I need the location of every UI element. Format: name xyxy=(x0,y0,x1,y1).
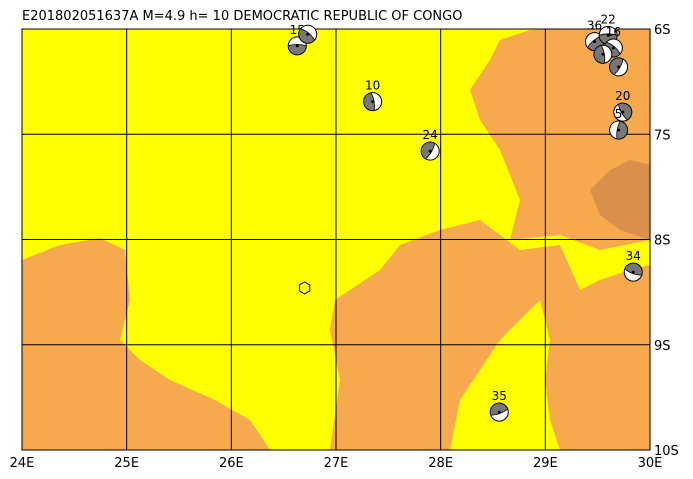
pressure-axis xyxy=(606,33,610,37)
pressure-axis xyxy=(631,270,635,274)
pressure-axis xyxy=(306,32,310,36)
focal-mechanism xyxy=(420,141,440,161)
lon-tick-label: 25E xyxy=(114,456,139,471)
pressure-axis xyxy=(593,40,597,44)
pressure-axis xyxy=(617,65,621,69)
lat-tick-label: 10S xyxy=(654,444,679,459)
compressional-quadrant xyxy=(298,27,316,44)
lon-tick-label: 24E xyxy=(10,456,35,471)
compressional-quadrant xyxy=(616,120,628,140)
compressional-quadrant xyxy=(420,141,436,160)
depth-label: 10 xyxy=(365,79,380,93)
pressure-axis xyxy=(621,110,625,114)
focal-mechanism xyxy=(593,44,613,64)
compressional-quadrant xyxy=(624,262,643,276)
lat-tick-label: 8S xyxy=(654,234,671,249)
pressure-axis xyxy=(617,128,621,132)
depth-label: 5 xyxy=(615,107,623,121)
map-title: E201802051637A M=4.9 h= 10 DEMOCRATIC RE… xyxy=(22,9,462,24)
map-frame xyxy=(21,28,651,451)
depth-label: 36 xyxy=(587,19,602,33)
epicenter xyxy=(298,281,311,295)
lat-tick-label: 9S xyxy=(654,339,671,354)
highland xyxy=(22,238,270,450)
lat-tick-label: 6S xyxy=(654,23,671,38)
compressional-quadrant xyxy=(617,102,633,121)
compressional-quadrant xyxy=(609,57,624,76)
lat-tick-label: 7S xyxy=(654,128,671,143)
depth-label: 34 xyxy=(626,249,641,263)
highland xyxy=(330,220,650,450)
focal-mechanism xyxy=(298,24,318,44)
pressure-axis xyxy=(428,149,432,153)
focal-mechanism xyxy=(363,92,383,112)
highland xyxy=(590,160,650,240)
depth-label: 20 xyxy=(615,89,630,103)
pressure-axis xyxy=(371,100,375,104)
pressure-axis xyxy=(497,410,501,414)
focal-mechanism xyxy=(489,402,509,422)
lowland xyxy=(460,300,550,400)
lon-tick-label: 26E xyxy=(219,456,244,471)
depth-label: 16 xyxy=(606,25,621,39)
focal-mechanism xyxy=(613,102,633,122)
compressional-quadrant xyxy=(363,92,375,111)
focal-mechanism xyxy=(609,57,629,77)
compressional-quadrant xyxy=(489,402,509,416)
focal-mechanism xyxy=(609,120,629,140)
lon-tick-label: 30E xyxy=(638,456,663,471)
pressure-axis xyxy=(601,52,605,56)
lon-tick-label: 27E xyxy=(324,456,349,471)
compressional-quadrant xyxy=(593,44,606,64)
depth-label: 24 xyxy=(423,128,438,142)
compressional-quadrant xyxy=(287,43,307,56)
pressure-axis xyxy=(611,46,615,50)
lon-tick-label: 28E xyxy=(428,456,453,471)
lon-tick-label: 29E xyxy=(533,456,558,471)
depth-label: 35 xyxy=(492,389,507,403)
depth-label: 22 xyxy=(600,12,615,26)
pressure-axis xyxy=(295,44,299,48)
focal-mechanism xyxy=(623,262,643,282)
